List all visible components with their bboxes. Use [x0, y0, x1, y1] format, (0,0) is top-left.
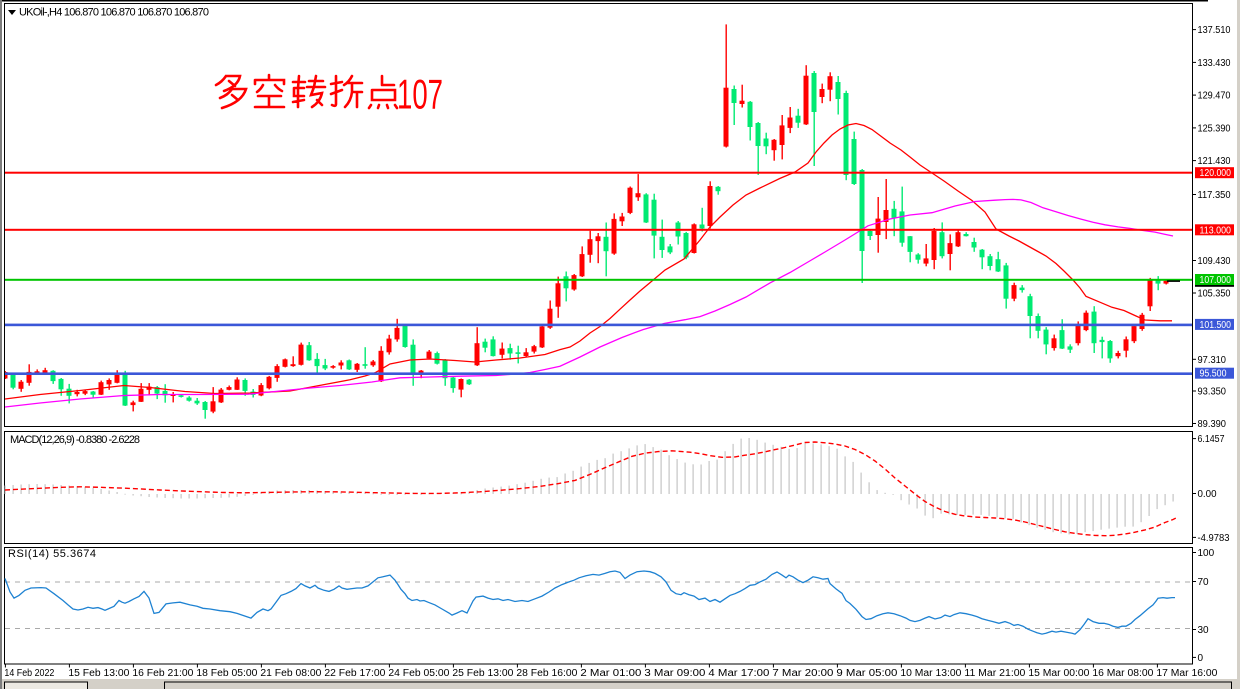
- svg-text:RSI(14) 55.3674: RSI(14) 55.3674: [8, 548, 96, 560]
- svg-text:137.510: 137.510: [1198, 25, 1231, 36]
- svg-text:24 Feb 05:00: 24 Feb 05:00: [388, 668, 449, 679]
- svg-text:15 Mar 00:00: 15 Mar 00:00: [1028, 668, 1089, 679]
- svg-text:105.350: 105.350: [1198, 289, 1231, 300]
- svg-text:16 Feb 21:00: 16 Feb 21:00: [132, 668, 193, 679]
- svg-text:117.350: 117.350: [1198, 190, 1231, 201]
- svg-text:6.1457: 6.1457: [1198, 434, 1225, 445]
- svg-text:17 Mar 16:00: 17 Mar 16:00: [1156, 668, 1217, 679]
- svg-text:107.000: 107.000: [1200, 275, 1232, 286]
- svg-text:70: 70: [1198, 577, 1210, 588]
- svg-text:7 Mar 20:00: 7 Mar 20:00: [772, 668, 833, 679]
- svg-text:11 Mar 21:00: 11 Mar 21:00: [964, 668, 1025, 679]
- svg-text:89.390: 89.390: [1198, 419, 1227, 430]
- svg-text:120.000: 120.000: [1200, 168, 1232, 179]
- svg-text:133.430: 133.430: [1198, 58, 1231, 69]
- svg-text:9 Mar 05:00: 9 Mar 05:00: [836, 668, 897, 679]
- svg-text:MACD(12,26,9) -0.8380 -2.6228: MACD(12,26,9) -0.8380 -2.6228: [10, 434, 140, 446]
- svg-text:15 Feb 13:00: 15 Feb 13:00: [68, 668, 129, 679]
- svg-text:0: 0: [1198, 653, 1204, 664]
- svg-text:4 Mar 17:00: 4 Mar 17:00: [708, 668, 769, 679]
- svg-text:0.00: 0.00: [1198, 489, 1217, 500]
- svg-text:121.430: 121.430: [1198, 156, 1231, 167]
- svg-text:129.470: 129.470: [1198, 91, 1231, 102]
- svg-text:25 Feb 13:00: 25 Feb 13:00: [452, 668, 513, 679]
- svg-text:107: 107: [397, 71, 443, 118]
- svg-text:10 Mar 13:00: 10 Mar 13:00: [900, 668, 961, 679]
- svg-text:16 Mar 08:00: 16 Mar 08:00: [1092, 668, 1153, 679]
- svg-text:100: 100: [1198, 548, 1215, 559]
- svg-text:113.000: 113.000: [1200, 225, 1232, 236]
- svg-text:95.500: 95.500: [1200, 369, 1227, 380]
- svg-text:-4.9783: -4.9783: [1198, 533, 1230, 544]
- svg-text:97.310: 97.310: [1198, 355, 1227, 366]
- svg-text:3 Mar 09:00: 3 Mar 09:00: [644, 668, 705, 679]
- svg-text:18 Feb 05:00: 18 Feb 05:00: [196, 668, 257, 679]
- svg-text:UKOil-,H4 106.870 106.870 106: UKOil-,H4 106.870 106.870 106.870 106.87…: [19, 7, 209, 19]
- svg-text:93.350: 93.350: [1198, 387, 1227, 398]
- svg-text:2 Mar 01:00: 2 Mar 01:00: [580, 668, 641, 679]
- svg-text:22 Feb 17:00: 22 Feb 17:00: [324, 668, 385, 679]
- svg-text:28 Feb 16:00: 28 Feb 16:00: [516, 668, 577, 679]
- svg-text:30: 30: [1198, 625, 1210, 636]
- svg-text:125.390: 125.390: [1198, 123, 1231, 134]
- svg-text:21 Feb 08:00: 21 Feb 08:00: [260, 668, 321, 679]
- svg-text:14 Feb 2022: 14 Feb 2022: [4, 668, 54, 679]
- svg-text:109.430: 109.430: [1198, 256, 1231, 267]
- svg-text:101.500: 101.500: [1200, 320, 1232, 331]
